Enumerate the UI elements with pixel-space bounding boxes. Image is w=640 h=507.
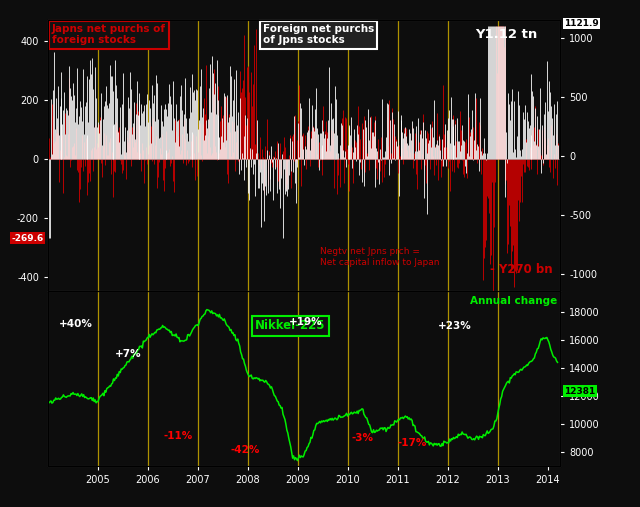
Text: -42%: -42% (230, 445, 260, 455)
Text: -11%: -11% (163, 430, 193, 441)
Text: Japns net purchs of
foreign stocks: Japns net purchs of foreign stocks (52, 24, 166, 46)
Text: - Y270 bn: - Y270 bn (490, 264, 553, 276)
Text: Foreign net purchs
of Jpns stocks: Foreign net purchs of Jpns stocks (263, 24, 374, 46)
Text: +23%: +23% (438, 321, 472, 332)
Text: Annual change: Annual change (470, 296, 557, 306)
Text: Y1.12 tn: Y1.12 tn (475, 28, 538, 41)
Text: -269.6: -269.6 (12, 234, 44, 243)
Text: 12381: 12381 (564, 387, 595, 395)
Text: +40%: +40% (58, 319, 92, 329)
Text: +7%: +7% (115, 349, 141, 359)
Text: Negtv net Jpns prch =
Net capital inflow to Japan: Negtv net Jpns prch = Net capital inflow… (320, 247, 440, 267)
Text: 1121.9: 1121.9 (564, 19, 599, 28)
Text: -3%: -3% (352, 433, 374, 444)
Text: +19%: +19% (289, 317, 322, 328)
Text: Nikkei-225: Nikkei-225 (255, 319, 326, 333)
Text: -17%: -17% (398, 438, 428, 448)
